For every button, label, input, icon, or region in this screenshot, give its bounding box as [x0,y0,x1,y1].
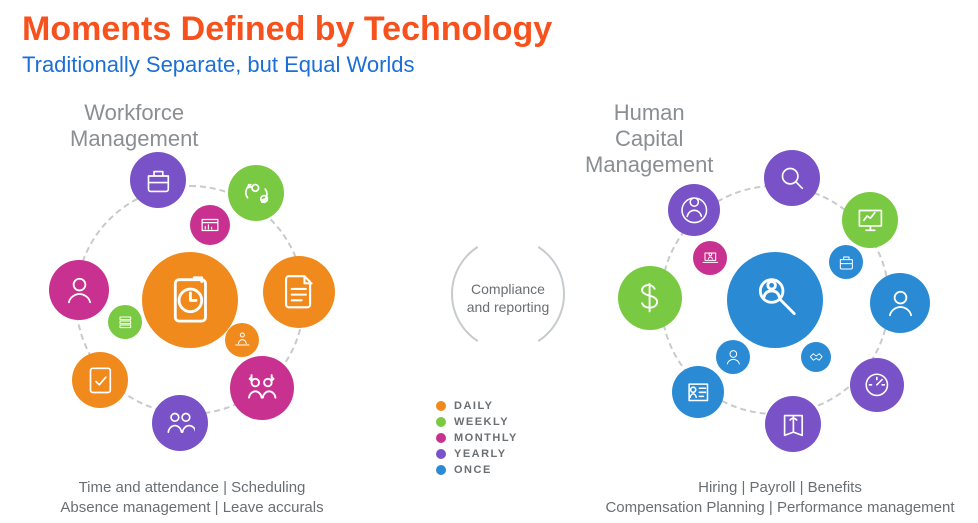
legend-item-yearly: YEARLY [436,448,518,460]
right-node-person-circle [870,273,930,333]
right-node-talent-search [727,252,823,348]
left-node-list [108,305,142,339]
legend-label: MONTHLY [454,432,518,444]
legend-label: DAILY [454,400,494,412]
legend-item-once: ONCE [436,464,518,476]
left-node-briefcase [130,152,186,208]
right-caption: Hiring | Payroll | Benefits Compensation… [590,478,970,519]
main-title: Moments Defined by Technology [22,10,552,49]
left-node-group-arrows [230,356,294,420]
left-node-checklist [72,352,128,408]
left-node-finance-card [190,205,230,245]
right-node-org-people [668,184,720,236]
left-caption: Time and attendance | Scheduling Absence… [42,478,342,519]
subtitle: Traditionally Separate, but Equal Worlds [22,52,415,78]
legend-dot [436,401,446,411]
right-cluster-title: Human Capital Management [585,100,713,178]
right-caption-line1: Hiring | Payroll | Benefits [590,478,970,498]
right-node-handshake [801,342,831,372]
left-node-group [152,395,208,451]
legend-dot [436,465,446,475]
legend-label: ONCE [454,464,492,476]
center-label-line2: and reporting [438,298,578,316]
right-node-avatar-small [716,340,750,374]
legend-dot [436,449,446,459]
legend-item-monthly: MONTHLY [436,432,518,444]
legend: DAILY WEEKLY MONTHLY YEARLY ONCE [436,400,518,480]
left-node-document [263,256,335,328]
left-caption-line1: Time and attendance | Scheduling [42,478,342,498]
left-node-team-sync [228,165,284,221]
center-label: Compliance and reporting [438,280,578,316]
legend-item-daily: DAILY [436,400,518,412]
legend-label: YEARLY [454,448,507,460]
right-node-briefing [829,245,863,279]
center-label-line1: Compliance [438,280,578,298]
right-node-gauge [850,358,904,412]
left-node-desk-user [225,323,259,357]
legend-dot [436,417,446,427]
right-node-monitor-chart [842,192,898,248]
right-node-dollar [618,266,682,330]
left-node-time-attendance [142,252,238,348]
right-node-magnifier [764,150,820,206]
left-node-profile [49,260,109,320]
legend-dot [436,433,446,443]
right-node-book-plant [765,396,821,452]
right-node-laptop-user [693,241,727,275]
legend-label: WEEKLY [454,416,509,428]
right-node-id-group [672,366,724,418]
left-caption-line2: Absence management | Leave accurals [42,498,342,518]
left-cluster-title: Workforce Management [70,100,198,152]
right-caption-line2: Compensation Planning | Performance mana… [590,498,970,518]
legend-item-weekly: WEEKLY [436,416,518,428]
